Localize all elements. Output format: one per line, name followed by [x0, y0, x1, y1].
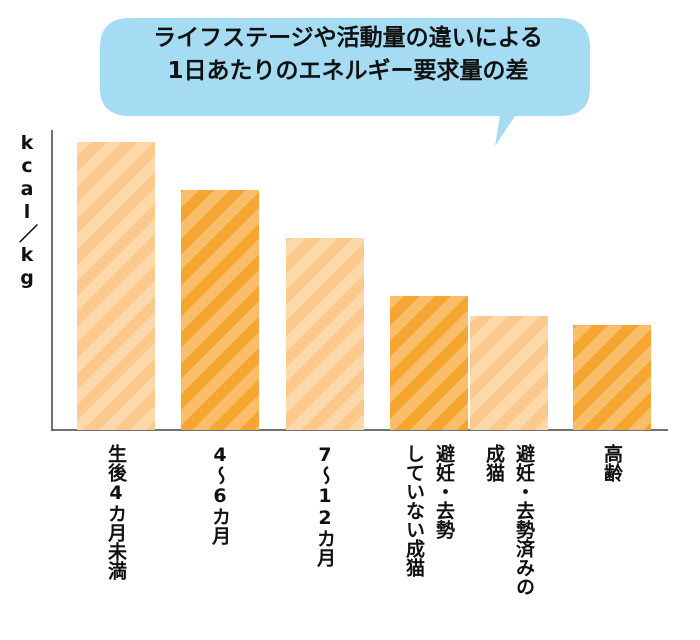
x-tick-label: 生後4カ月未満: [105, 444, 127, 580]
x-tick-label: 4〜6カ月: [209, 444, 231, 545]
bar: [77, 142, 155, 430]
y-axis-label: kcal／kg: [16, 132, 38, 290]
title-bubble: [100, 18, 590, 146]
bar: [181, 190, 259, 430]
x-tick-label: 高齢: [601, 444, 623, 482]
x-tick-label: 避妊・去勢済みの 成猫: [483, 444, 535, 596]
bar: [573, 325, 651, 430]
bar: [470, 316, 548, 430]
x-tick-label: 避妊・去勢 していない成猫: [403, 444, 455, 577]
chart-title: ライフステージや活動量の違いによる 1日あたりのエネルギー要求量の差: [153, 25, 543, 84]
bar: [286, 238, 364, 430]
bar: [390, 296, 468, 430]
x-tick-label: 7〜12カ月: [314, 444, 336, 567]
